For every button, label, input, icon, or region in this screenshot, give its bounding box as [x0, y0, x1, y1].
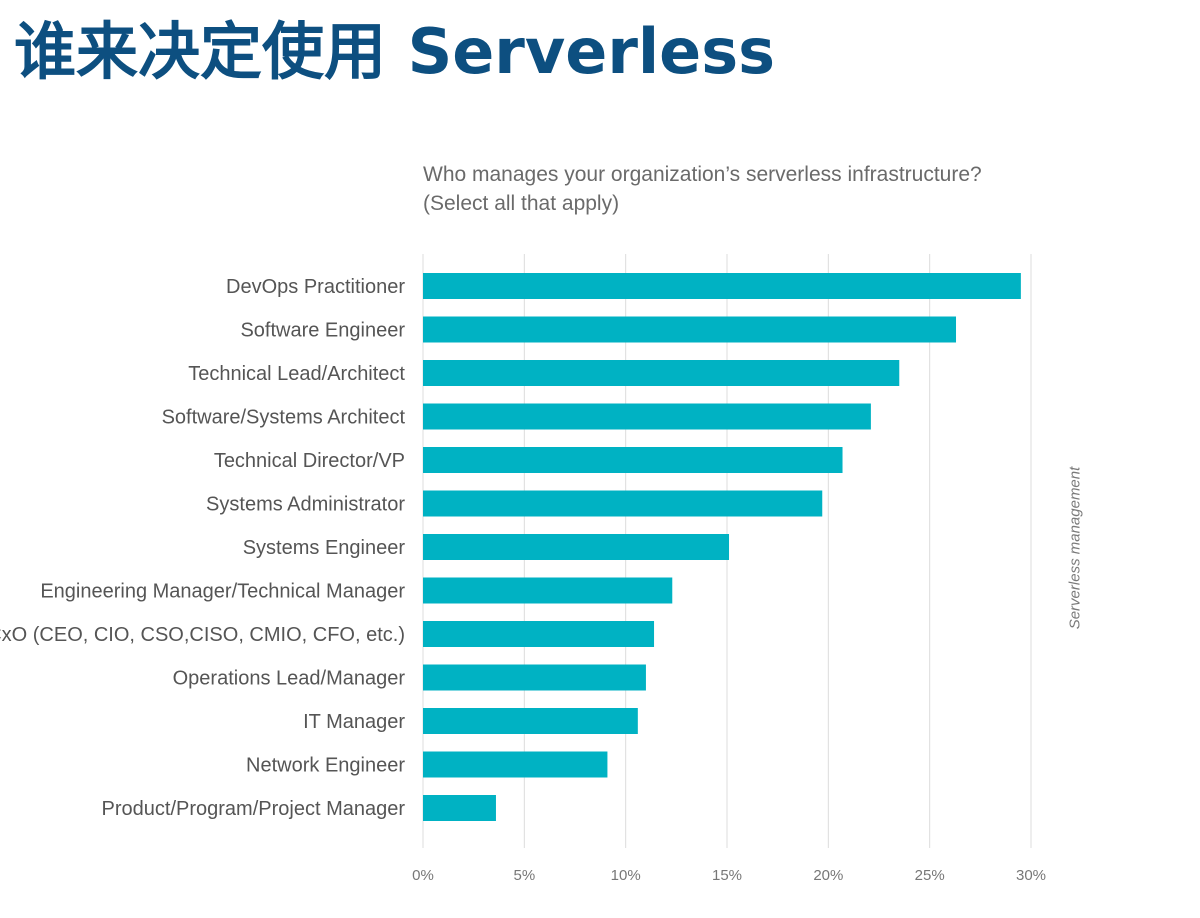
category-label: Product/Program/Project Manager [102, 798, 406, 820]
x-tick-label: 0% [412, 867, 434, 884]
bars [423, 273, 1021, 821]
category-label: Systems Administrator [206, 494, 405, 516]
x-tick-label: 30% [1016, 867, 1046, 884]
category-label: CxO (CEO, CIO, CSO,CISO, CMIO, CFO, etc.… [0, 624, 405, 646]
bar [423, 664, 646, 691]
category-label: Technical Director/VP [214, 450, 405, 472]
bar [423, 751, 608, 778]
x-tick-label: 25% [915, 867, 945, 884]
bar [423, 360, 900, 386]
chart-title-block: Who manages your organization’s serverle… [423, 160, 982, 218]
bar [423, 316, 957, 343]
category-label: Systems Engineer [243, 537, 406, 559]
category-label: Engineering Manager/Technical Manager [40, 581, 405, 603]
slide-title: 谁来决定使用 Serverless [14, 15, 776, 88]
bar [423, 403, 871, 430]
bar [423, 490, 823, 517]
x-tick-label: 20% [813, 867, 843, 884]
x-tick-label: 10% [611, 867, 641, 884]
category-label: Network Engineer [246, 755, 405, 777]
category-label: IT Manager [303, 711, 405, 733]
category-labels: DevOps Practitioner Software Engineer Tech… [0, 276, 405, 820]
bar [423, 708, 638, 734]
category-label: DevOps Practitioner [226, 276, 405, 298]
category-label: Operations Lead/Manager [173, 668, 406, 690]
chart-subtitle: (Select all that apply) [423, 192, 620, 215]
category-label: Software Engineer [240, 320, 405, 342]
x-tick-label: 15% [712, 867, 742, 884]
bar [423, 621, 655, 647]
bar [423, 447, 843, 473]
chart-title: Who manages your organization’s serverle… [423, 163, 982, 186]
bar [423, 577, 673, 604]
x-tick-labels: 0% 5% 10% 15% 20% 25% 30% [412, 867, 1046, 884]
category-label: Software/Systems Architect [162, 407, 406, 429]
bar [423, 534, 730, 560]
bar [423, 273, 1021, 299]
bar [423, 795, 496, 821]
category-label: Technical Lead/Architect [188, 363, 405, 385]
x-tick-label: 5% [513, 867, 535, 884]
